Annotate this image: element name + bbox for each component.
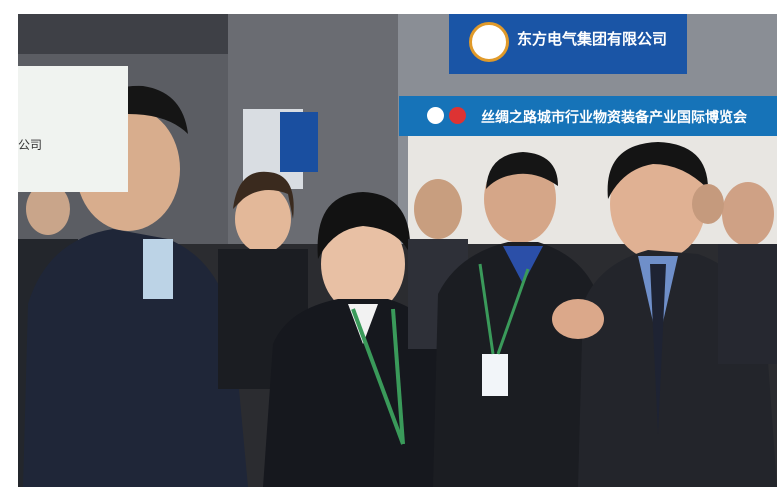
company-logo-icon <box>469 22 509 62</box>
banner-emblem-icon <box>449 107 466 124</box>
expo-banner-text: 丝绸之路城市行业物资装备产业国际博览会 <box>481 110 747 126</box>
left-booth-sign-text: 公司 <box>18 138 43 152</box>
expo-banner: 丝绸之路城市行业物资装备产业国际博览会 <box>399 96 777 136</box>
banner-logo-icon <box>427 107 444 124</box>
photo-scene <box>18 14 777 487</box>
exhibition-photo: 东方电气集团有限公司 丝绸之路城市行业物资装备产业国际博览会 公司 <box>18 14 777 487</box>
company-sign-text: 东方电气集团有限公司 <box>517 30 668 48</box>
company-sign: 东方电气集团有限公司 <box>449 14 687 74</box>
left-booth-sign: 公司 <box>18 66 128 192</box>
